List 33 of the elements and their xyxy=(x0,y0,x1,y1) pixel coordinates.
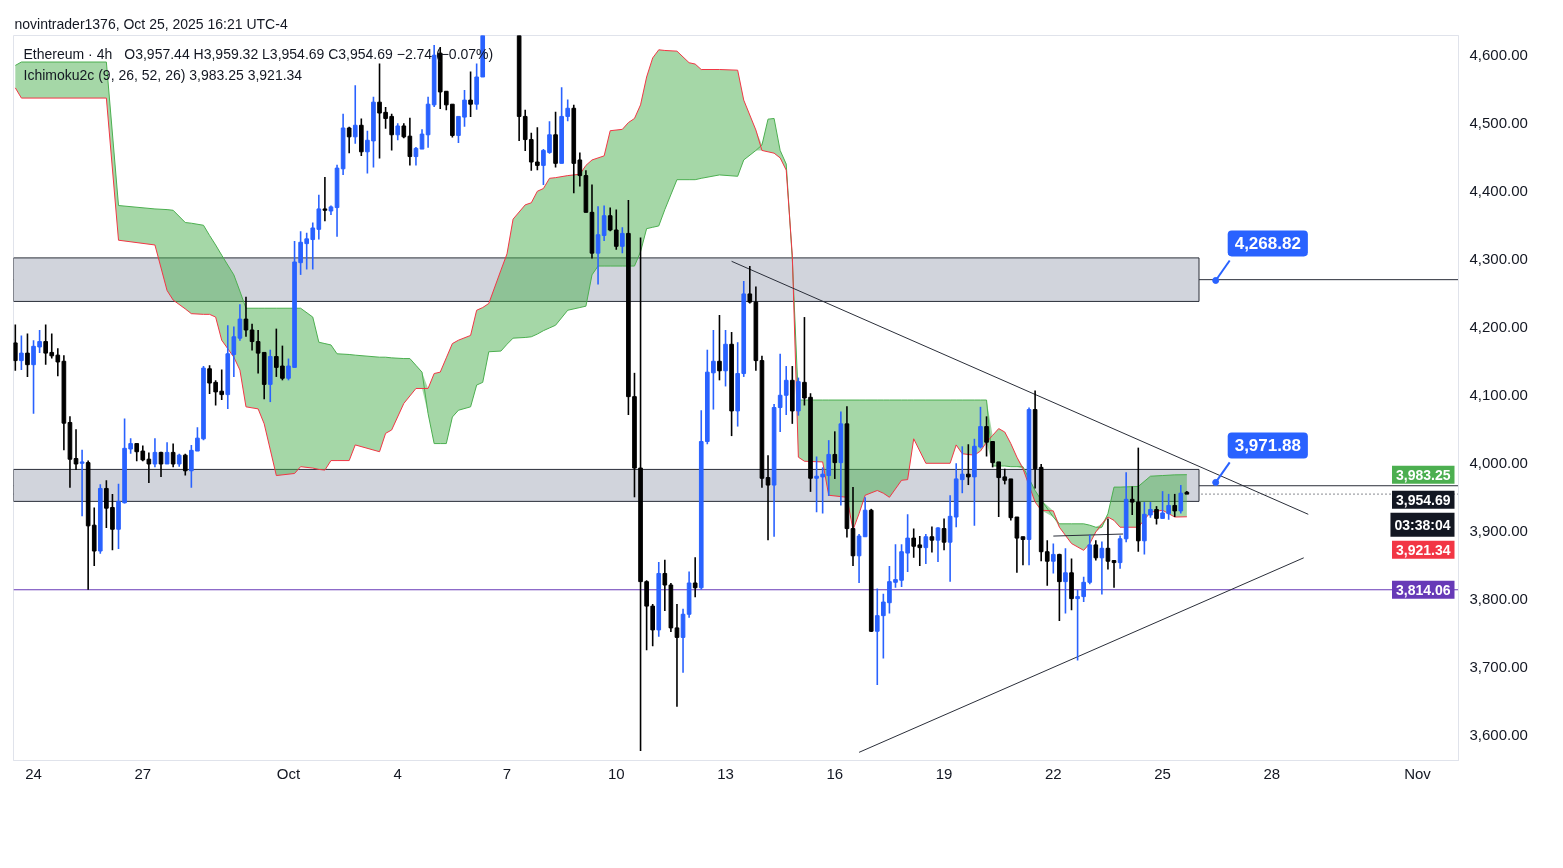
y-tick-label: 4,000.00 xyxy=(1469,454,1528,472)
x-tick-label: Nov xyxy=(1404,764,1432,782)
y-tick-label: 3,600.00 xyxy=(1469,726,1528,744)
text: novintrader1376, Oct 25, 2025 16:21 UTC-4 xyxy=(14,15,288,32)
annotation: 4,268.82 xyxy=(1234,234,1301,254)
annotation: 3,921.34 xyxy=(1396,541,1451,558)
x-tick-label: 16 xyxy=(826,764,844,782)
ref-line-label: 3,954.69 03:38:04 xyxy=(1394,491,1451,533)
x-tick-label: Oct xyxy=(276,764,301,782)
x-tick-label: 10 xyxy=(607,764,625,782)
y-tick-label: 4,200.00 xyxy=(1469,318,1528,336)
x-tick-label: 7 xyxy=(502,764,512,782)
annotation: Ichimoku2c (9, 26, 52, 26) 3,983.25 3,921.34 xyxy=(23,66,303,83)
annotation: 3,983.25 xyxy=(1396,466,1451,483)
ref-line-label: 3,814.06 xyxy=(1396,581,1451,598)
y-tick-label: 4,400.00 xyxy=(1469,182,1528,200)
y-tick-label: 4,600.00 xyxy=(1469,46,1528,64)
x-tick-label: 19 xyxy=(935,764,953,782)
x-tick-label: 27 xyxy=(134,764,152,782)
x-tick-label: 4 xyxy=(393,764,402,782)
x-tick-label: 28 xyxy=(1263,764,1281,782)
x-tick-label: 25 xyxy=(1154,764,1171,782)
y-tick-label: 4,500.00 xyxy=(1469,114,1528,132)
x-tick-label: 24 xyxy=(25,764,42,782)
annotation: 3,971.88 xyxy=(1234,436,1301,456)
x-tick-label: 22 xyxy=(1044,764,1062,782)
y-tick-label: 4,100.00 xyxy=(1469,386,1528,404)
y-tick-label: 3,700.00 xyxy=(1469,658,1528,676)
y-tick-label: 4,300.00 xyxy=(1469,250,1528,268)
x-tick-label: 13 xyxy=(717,764,734,782)
y-tick-label: 3,800.00 xyxy=(1469,590,1528,608)
y-tick-label: 3,900.00 xyxy=(1469,522,1528,540)
text: Ethereum · 4h xyxy=(23,45,113,62)
